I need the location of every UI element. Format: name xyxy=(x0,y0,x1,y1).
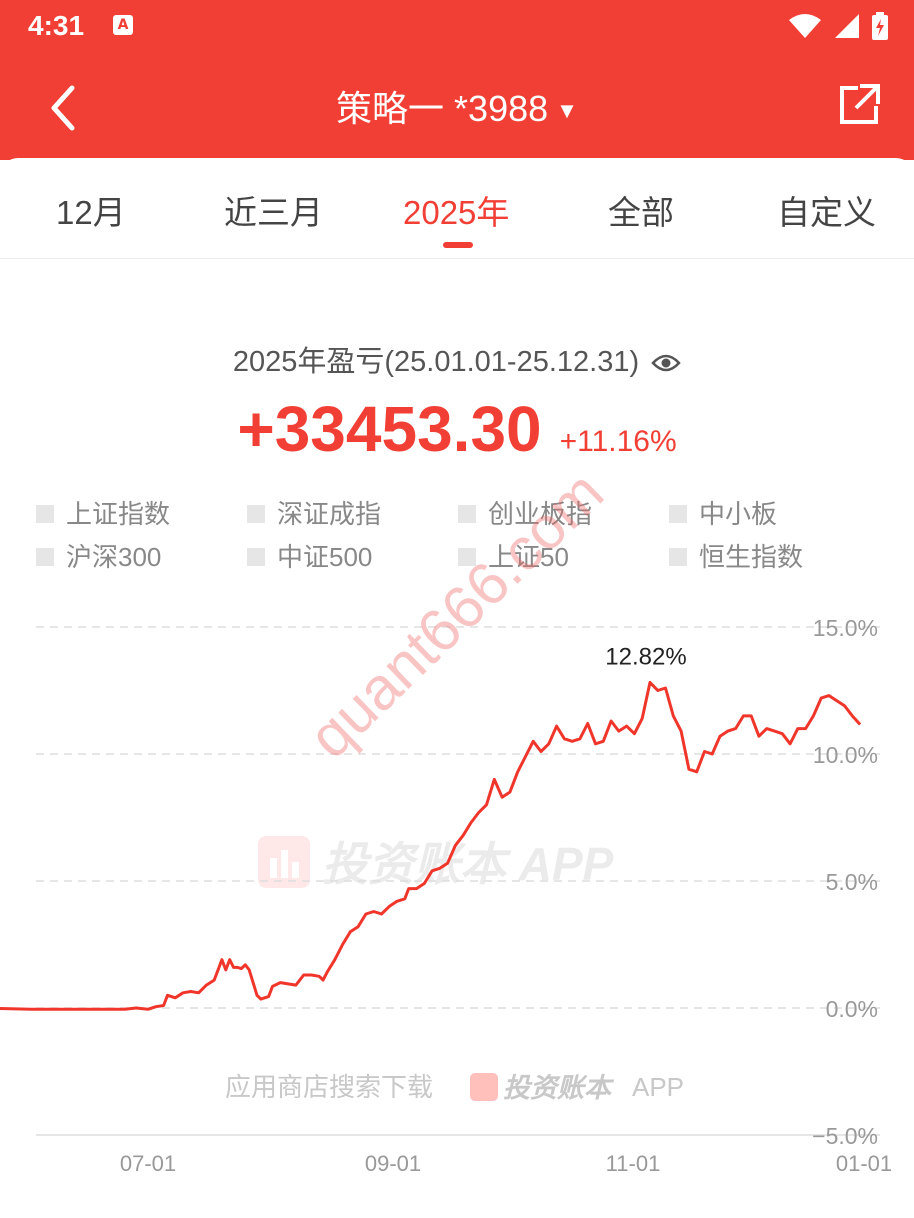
benchmark-label: 中小板 xyxy=(699,499,778,529)
x-tick-label: 07-01 xyxy=(120,1151,176,1176)
checkbox-icon xyxy=(669,548,687,567)
share-icon[interactable] xyxy=(836,82,882,128)
checkbox-icon xyxy=(458,505,476,524)
pnl-line-chart: 投资账本 APP 15.0% 10.0% 5.0% 0.0% −5.0% 07-01 09… xyxy=(0,615,892,1176)
footer-watermark-suffix: APP xyxy=(632,1072,684,1102)
checkbox-icon xyxy=(36,548,54,567)
logo-bar xyxy=(292,862,299,878)
benchmark-toggle[interactable]: 中证500 xyxy=(247,537,372,574)
benchmark-toggle[interactable]: 沪深300 xyxy=(36,537,161,574)
center-watermark-text: 投资账本 APP xyxy=(322,838,614,890)
y-tick-label: −5.0% xyxy=(812,1123,878,1149)
logo-bar xyxy=(270,858,277,878)
battery-icon xyxy=(872,12,888,40)
x-tick-label: 01-01 xyxy=(836,1151,892,1176)
eye-icon[interactable] xyxy=(651,352,681,374)
tab-2025[interactable]: 2025年 xyxy=(403,194,510,231)
benchmark-label: 恒生指数 xyxy=(699,542,804,572)
app-logo-small-icon xyxy=(470,1073,498,1101)
page-title: 策略一 *3988 xyxy=(336,88,549,129)
caret-down-icon: ▼ xyxy=(556,98,578,124)
center-watermark: 投资账本 APP xyxy=(258,836,614,890)
x-tick-label: 09-01 xyxy=(365,1151,421,1176)
status-icons xyxy=(788,12,888,40)
pnl-amount: +33453.30 xyxy=(237,393,542,465)
benchmark-label: 沪深300 xyxy=(66,542,162,572)
back-chevron-icon[interactable] xyxy=(38,82,90,134)
peak-label: 12.82% xyxy=(605,643,686,670)
active-tab-indicator xyxy=(443,242,473,248)
y-tick-label: 10.0% xyxy=(813,742,878,768)
y-tick-label: 5.0% xyxy=(826,869,878,895)
benchmark-label: 上证指数 xyxy=(66,499,171,529)
benchmark-label: 上证50 xyxy=(488,542,569,572)
benchmark-label: 创业板指 xyxy=(488,499,593,529)
checkbox-icon xyxy=(458,548,476,567)
status-time: 4:31 xyxy=(28,10,85,41)
benchmark-toggle[interactable]: 恒生指数 xyxy=(669,537,803,574)
y-tick-label: 0.0% xyxy=(826,996,878,1022)
app-logo-icon xyxy=(258,836,310,888)
benchmark-toggle[interactable]: 创业板指 xyxy=(458,494,592,531)
wifi-icon xyxy=(789,14,821,38)
benchmark-toggle[interactable]: 中小板 xyxy=(669,494,777,531)
checkbox-icon xyxy=(247,505,265,524)
pnl-percent: +11.16% xyxy=(559,425,677,458)
period-summary: 2025年盈亏(25.01.01-25.12.31) xyxy=(0,338,914,380)
benchmark-toggle[interactable]: 上证50 xyxy=(458,537,569,574)
footer-watermark-brand: 投资账本 xyxy=(503,1073,615,1103)
benchmark-toggle[interactable]: 深证成指 xyxy=(247,494,381,531)
account-selector[interactable]: 策略一 *3988 ▼ xyxy=(0,80,914,132)
period-tabs: 12月 近三月 2025年 全部 自定义 xyxy=(0,158,914,259)
pnl-series-line xyxy=(0,680,862,1011)
nav-header: 策略一 *3988 ▼ xyxy=(0,56,914,160)
checkbox-icon xyxy=(669,505,687,524)
tab-last-three-months[interactable]: 近三月 xyxy=(224,194,323,231)
footer-watermark-prefix: 应用商店搜索下载 xyxy=(225,1072,433,1102)
benchmark-label: 深证成指 xyxy=(277,499,382,529)
checkbox-icon xyxy=(36,505,54,524)
pnl-summary: +33453.30 +11.16% xyxy=(0,392,914,466)
signal-icon xyxy=(835,14,859,38)
checkbox-icon xyxy=(247,548,265,567)
y-axis: 15.0% 10.0% 5.0% 0.0% −5.0% xyxy=(812,615,878,1149)
status-bar: 4:31 A xyxy=(0,0,914,56)
footer-watermark: 应用商店搜索下载 投资账本 APP xyxy=(225,1072,684,1103)
tab-custom[interactable]: 自定义 xyxy=(777,194,876,231)
notification-icon: A xyxy=(113,15,133,35)
y-tick-label: 15.0% xyxy=(813,615,878,641)
tab-all[interactable]: 全部 xyxy=(608,194,674,231)
chart-grid xyxy=(36,626,880,1136)
logo-bar xyxy=(281,850,288,878)
benchmark-label: 中证500 xyxy=(277,542,373,572)
benchmark-toggle[interactable]: 上证指数 xyxy=(36,494,170,531)
period-label: 2025年盈亏(25.01.01-25.12.31) xyxy=(232,346,640,378)
tab-12-month[interactable]: 12月 xyxy=(56,194,126,231)
x-tick-label: 11-01 xyxy=(606,1151,661,1176)
x-axis: 07-01 09-01 11-01 01-01 xyxy=(120,1151,892,1176)
